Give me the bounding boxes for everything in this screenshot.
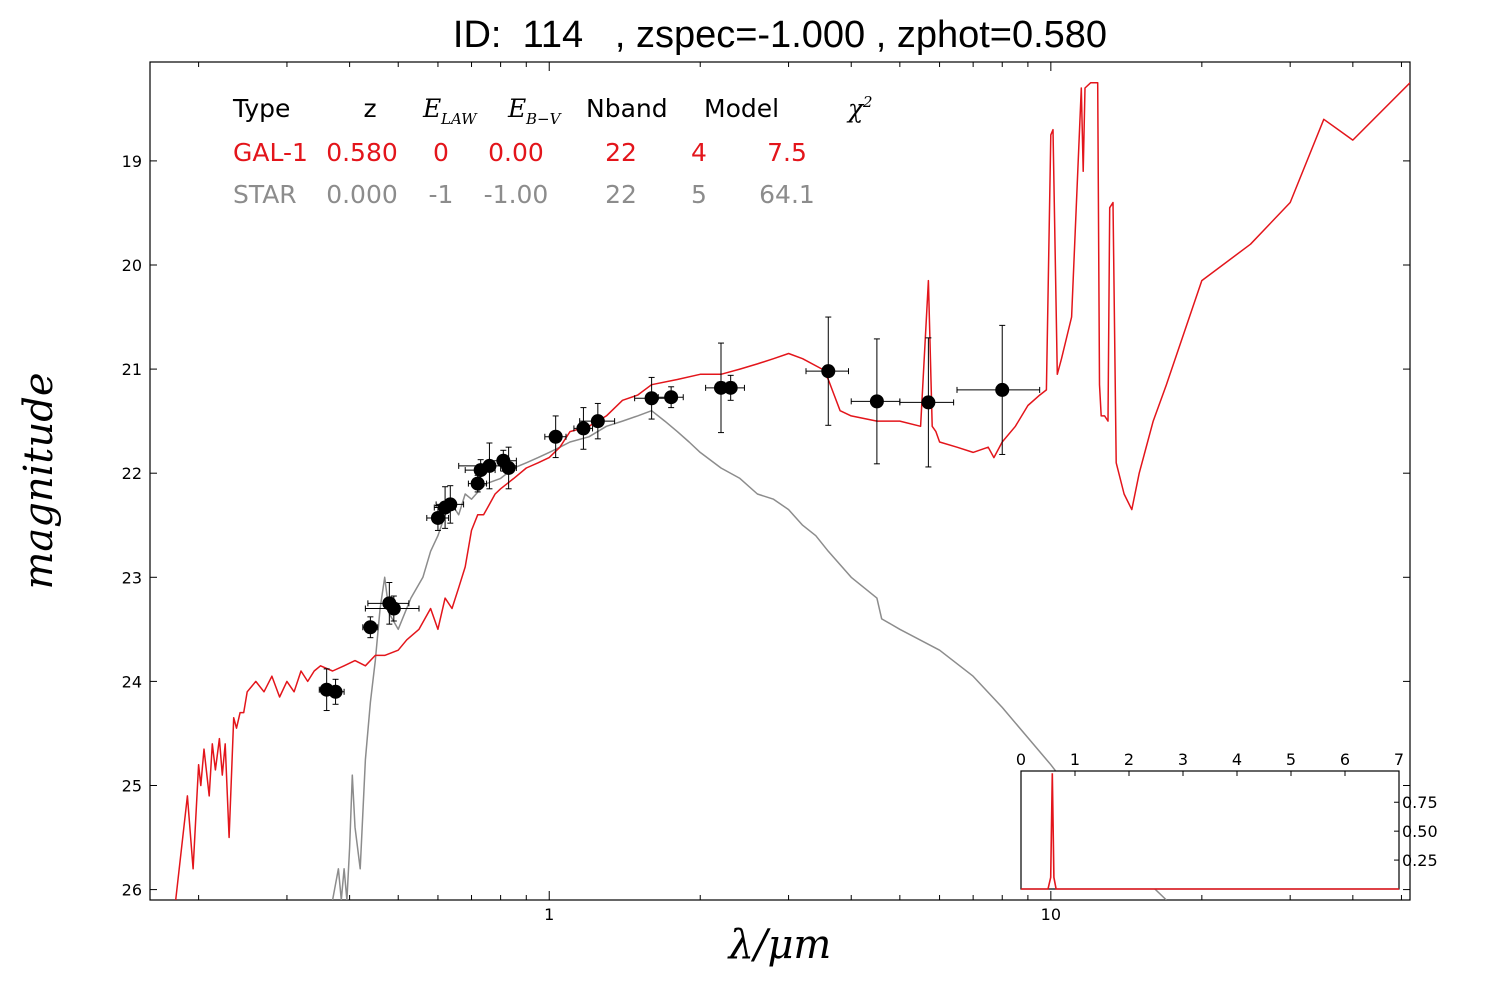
legend-cell: GAL-1 (233, 138, 308, 167)
data-point-marker (869, 394, 884, 409)
data-point-marker (482, 458, 497, 473)
legend-header-chi-sup: 2 (862, 93, 873, 111)
data-point-marker (328, 684, 343, 699)
inset-x-tick-label: 2 (1124, 750, 1134, 769)
legend-header-ebv-sub: B−V (525, 110, 563, 128)
y-tick-label: 24 (122, 672, 142, 691)
y-axis-label: magnitude (16, 372, 62, 589)
inset-frame (1020, 770, 1400, 890)
legend-header-z: z (363, 94, 376, 123)
legend-cell: -1 (429, 180, 454, 209)
y-tick-label: 26 (122, 881, 142, 900)
plot-frame (149, 61, 1411, 901)
photometry-point (573, 407, 594, 450)
legend-header-elaw-sub: LAW (440, 110, 478, 128)
photometry-point (364, 595, 420, 622)
legend-cell: 64.1 (759, 180, 815, 209)
photometry-point (326, 678, 345, 705)
data-point-marker (723, 380, 738, 395)
data-point-marker (644, 391, 659, 406)
legend-cell: STAR (233, 180, 297, 209)
data-point-marker (386, 601, 401, 616)
photometry-point (579, 402, 616, 440)
photometry-point (544, 415, 567, 459)
data-point-marker (501, 460, 516, 475)
data-point-marker (576, 421, 591, 436)
y-tick-label: 25 (122, 776, 142, 795)
redshift-pdf-inset: 0 1 2 3 4 5 6 7 0.25 0.50 0.75 (1016, 750, 1438, 890)
inset-x-tick-label: 0 (1016, 750, 1026, 769)
legend-row-galaxy: GAL-1 0.580 0 0.00 22 4 7.5 (233, 138, 807, 167)
inset-x-tick-label: 1 (1070, 750, 1080, 769)
inset-x-tick-label: 4 (1232, 750, 1242, 769)
data-point-marker (443, 497, 458, 512)
data-point-marker (664, 390, 679, 405)
legend-header-ebv: E (507, 94, 526, 123)
inset-x-tick-label: 6 (1340, 750, 1350, 769)
x-axis-label: λ/μm (727, 922, 832, 968)
legend-cell: 0.580 (326, 138, 398, 167)
legend-cell: 0 (433, 138, 449, 167)
inset-x-tick-label: 7 (1394, 750, 1404, 769)
inset-pdf-line (1021, 773, 1399, 890)
legend-header-nband: Nband (586, 94, 668, 123)
inset-y-tick-label: 0.75 (1402, 793, 1438, 812)
inset-y-tick-label: 0.50 (1402, 822, 1438, 841)
y-tick-label: 23 (122, 568, 142, 587)
legend-cell: -1.00 (484, 180, 549, 209)
photometry-point (435, 485, 465, 524)
legend-cell: 0.00 (488, 138, 544, 167)
photometry-point (956, 324, 1041, 455)
inset-x-tick-label: 5 (1286, 750, 1296, 769)
legend-header-elaw: E (422, 94, 441, 123)
y-tick-label: 22 (122, 464, 142, 483)
plot-area (174, 82, 1410, 900)
data-point-marker (921, 395, 936, 410)
data-point-marker (821, 364, 836, 379)
inset-x-tick-label: 3 (1178, 750, 1188, 769)
legend-cell: 22 (605, 180, 637, 209)
star-model-line (331, 409, 1167, 900)
photometry-point (500, 446, 517, 490)
legend-row-star: STAR 0.000 -1 -1.00 22 5 64.1 (233, 180, 815, 209)
galaxy-model-line (174, 82, 1410, 900)
legend-header-chi: χ (846, 94, 865, 123)
data-point-marker (590, 414, 605, 429)
inset-y-tick-label: 0.25 (1402, 851, 1438, 870)
legend-cell: 7.5 (767, 138, 807, 167)
chart-title: ID: 114 , zspec=-1.000 , zphot=0.580 (452, 14, 1108, 56)
data-point-marker (548, 429, 563, 444)
x-tick-label: 10 (1041, 905, 1061, 924)
legend-cell: 0.000 (326, 180, 398, 209)
legend-cell: 4 (691, 138, 707, 167)
y-tick-label: 20 (122, 256, 142, 275)
legend-cell: 5 (691, 180, 707, 209)
data-point-marker (470, 476, 485, 491)
legend-header-type: Type (232, 94, 290, 123)
photometry-point (899, 337, 955, 468)
photometry-point (362, 616, 379, 639)
data-point-marker (995, 382, 1010, 397)
x-tick-label: 1 (544, 905, 554, 924)
legend-cell: 22 (605, 138, 637, 167)
photometry-point (657, 386, 684, 409)
data-point-marker (363, 620, 378, 635)
photometry-point (850, 338, 901, 465)
y-tick-label: 19 (122, 152, 142, 171)
photometry-point (805, 316, 849, 426)
photometry-point (715, 374, 745, 401)
legend-header-model: Model (704, 94, 779, 123)
data-point-marker (430, 510, 445, 525)
y-tick-label: 21 (122, 360, 142, 379)
